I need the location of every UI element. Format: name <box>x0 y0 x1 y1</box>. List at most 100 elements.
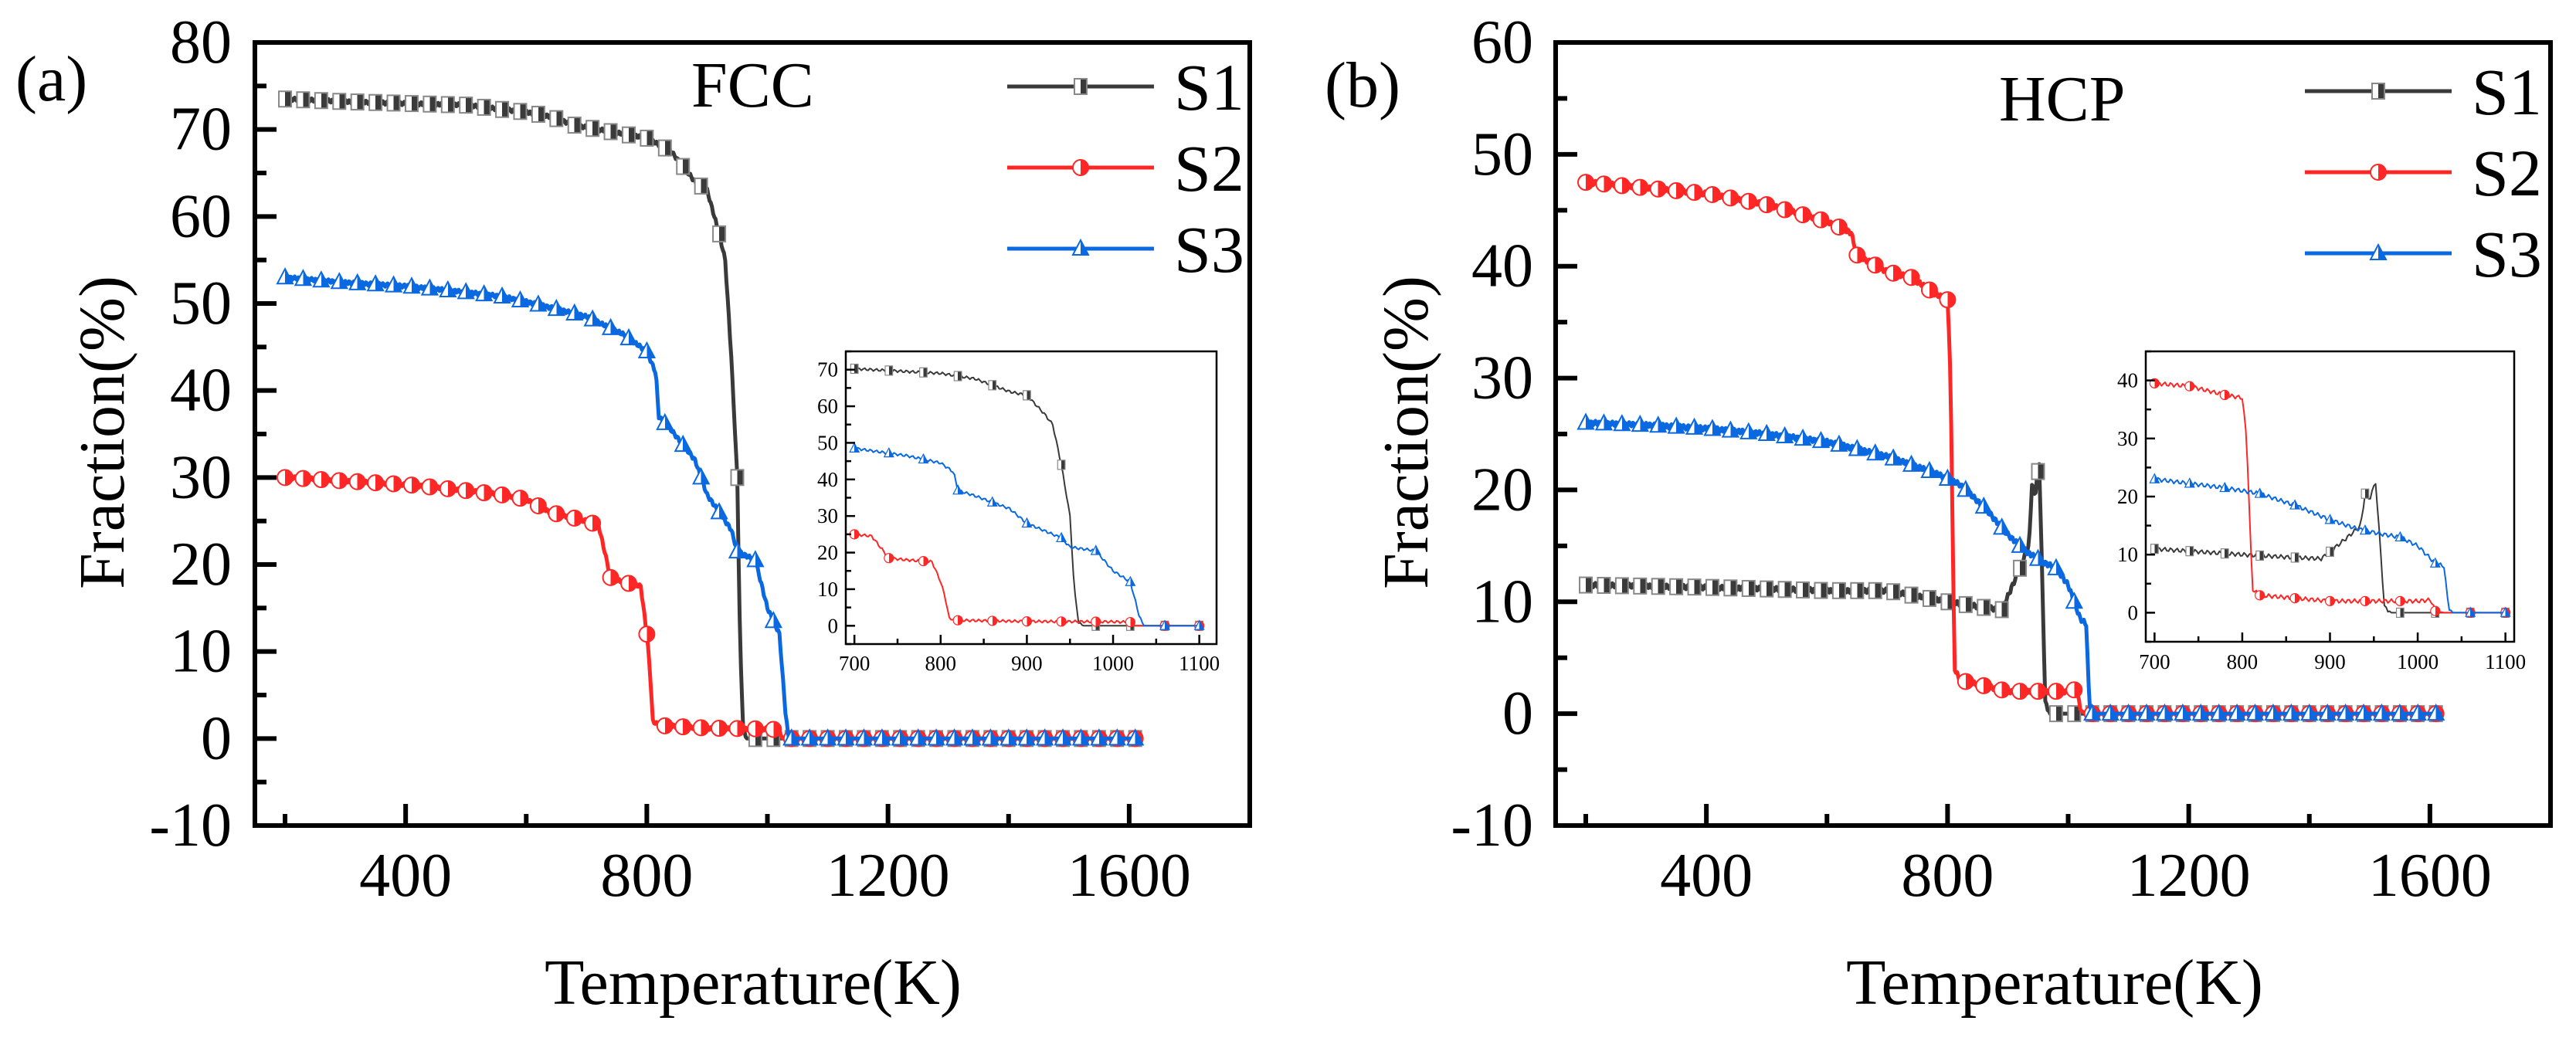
data-point-s3 <box>1090 544 1101 555</box>
legend-label-s1-b: S1 <box>2472 55 2542 129</box>
data-point-s3 <box>2318 703 2337 721</box>
y-tick-label: 60 <box>817 395 838 418</box>
legend-marker-s2 <box>2370 164 2387 181</box>
legend-label-s3-a: S3 <box>1174 212 1244 287</box>
data-point-s3 <box>1721 420 1740 438</box>
x-tick-label: 900 <box>1011 652 1043 675</box>
data-point-s2 <box>367 474 385 492</box>
data-point-s3 <box>276 267 294 285</box>
data-point-s1 <box>1669 578 1684 595</box>
data-point-s2 <box>584 514 602 532</box>
y-tick-label: -10 <box>1451 792 1533 860</box>
data-point-s3 <box>1938 468 1957 486</box>
data-point-s1 <box>1886 583 1901 601</box>
data-point-s3 <box>782 728 801 746</box>
data-point-s3 <box>2155 703 2174 721</box>
data-point-s2 <box>494 486 511 504</box>
data-point-s2 <box>987 615 998 626</box>
data-point-s2 <box>1021 616 1033 627</box>
data-point-s3 <box>1594 413 1614 431</box>
data-point-s3 <box>1974 497 1993 514</box>
y-tick-label: 70 <box>817 358 838 381</box>
data-point-s3 <box>728 541 747 559</box>
data-point-s1 <box>477 98 491 116</box>
data-point-s3 <box>384 275 403 293</box>
data-point-s3 <box>2254 487 2265 498</box>
data-point-s3 <box>601 317 620 335</box>
data-point-s3 <box>656 412 674 430</box>
data-point-s1 <box>1023 390 1031 401</box>
data-point-s1 <box>1579 576 1593 594</box>
data-point-s3 <box>583 309 602 327</box>
data-point-s3 <box>2101 703 2120 721</box>
data-point-s1 <box>1904 586 1919 604</box>
data-point-s2 <box>1794 206 1812 224</box>
data-point-s1 <box>1760 580 1774 598</box>
data-point-s3 <box>1866 443 1885 461</box>
data-point-s3 <box>2282 703 2300 721</box>
data-point-s2 <box>294 470 312 487</box>
data-point-s1 <box>2031 463 2045 480</box>
data-point-s3 <box>2228 703 2246 721</box>
data-point-s1 <box>2290 552 2299 563</box>
data-point-s1 <box>296 91 311 109</box>
y-axis-title-a: Fraction(%) <box>66 276 138 589</box>
data-point-s2 <box>439 480 456 497</box>
data-point-s3 <box>1126 728 1145 746</box>
data-point-s3 <box>366 274 385 292</box>
data-point-s2 <box>348 473 366 490</box>
data-point-s3 <box>1992 517 2011 535</box>
data-point-s2 <box>277 469 294 487</box>
x-tick-label: 1200 <box>826 842 950 910</box>
data-point-s1 <box>1868 582 1882 599</box>
data-point-s3 <box>2500 606 2511 617</box>
plot-background <box>846 351 1217 644</box>
data-point-s1 <box>2150 544 2159 554</box>
data-point-s1 <box>676 158 691 175</box>
data-point-s1 <box>549 110 564 127</box>
y-tick-label: 20 <box>817 541 838 565</box>
data-point-s3 <box>710 502 728 520</box>
data-point-s3 <box>746 550 765 568</box>
data-point-s1 <box>314 92 328 110</box>
data-point-s2 <box>1776 201 1794 219</box>
data-point-s1 <box>1796 581 1811 598</box>
data-point-s2 <box>548 505 565 523</box>
data-point-s2 <box>1758 196 1776 214</box>
data-point-s3 <box>986 496 998 507</box>
data-point-s3 <box>456 282 475 300</box>
legend-marker-s2 <box>1072 159 1089 176</box>
panel-label-b: (b) <box>1325 49 1400 121</box>
data-point-s2 <box>1649 180 1667 198</box>
data-point-s3 <box>2191 703 2210 721</box>
y-tick-label: 10 <box>817 578 838 601</box>
data-point-s3 <box>2028 548 2048 566</box>
data-point-s2 <box>2029 683 2047 700</box>
data-point-s3 <box>952 484 964 495</box>
y-tick-label: 20 <box>1471 456 1533 524</box>
data-point-s1 <box>1705 578 1719 596</box>
data-point-s1 <box>1922 589 1936 607</box>
data-point-s2 <box>1685 184 1703 202</box>
data-point-s2 <box>656 717 674 734</box>
data-point-s3 <box>1631 414 1649 432</box>
data-point-s3 <box>1649 415 1668 433</box>
data-point-s3 <box>1000 728 1018 746</box>
data-point-s1 <box>2220 548 2229 559</box>
data-point-s1 <box>495 100 510 118</box>
data-point-s2 <box>638 626 656 643</box>
data-point-s3 <box>927 728 945 746</box>
x-tick-label: 1100 <box>2485 650 2526 673</box>
data-point-s3 <box>330 272 348 290</box>
data-point-s1 <box>1831 582 1846 599</box>
data-point-s1 <box>1614 577 1629 595</box>
data-point-s3 <box>2359 524 2371 535</box>
x-tick-label: 400 <box>359 842 452 910</box>
x-tick-label: 1600 <box>2368 842 2492 910</box>
data-point-s1 <box>657 139 672 157</box>
data-point-s3 <box>800 728 819 746</box>
data-point-s3 <box>1054 728 1072 746</box>
y-tick-label: 70 <box>170 96 232 164</box>
data-point-s3 <box>691 467 711 485</box>
data-point-s2 <box>385 475 402 493</box>
